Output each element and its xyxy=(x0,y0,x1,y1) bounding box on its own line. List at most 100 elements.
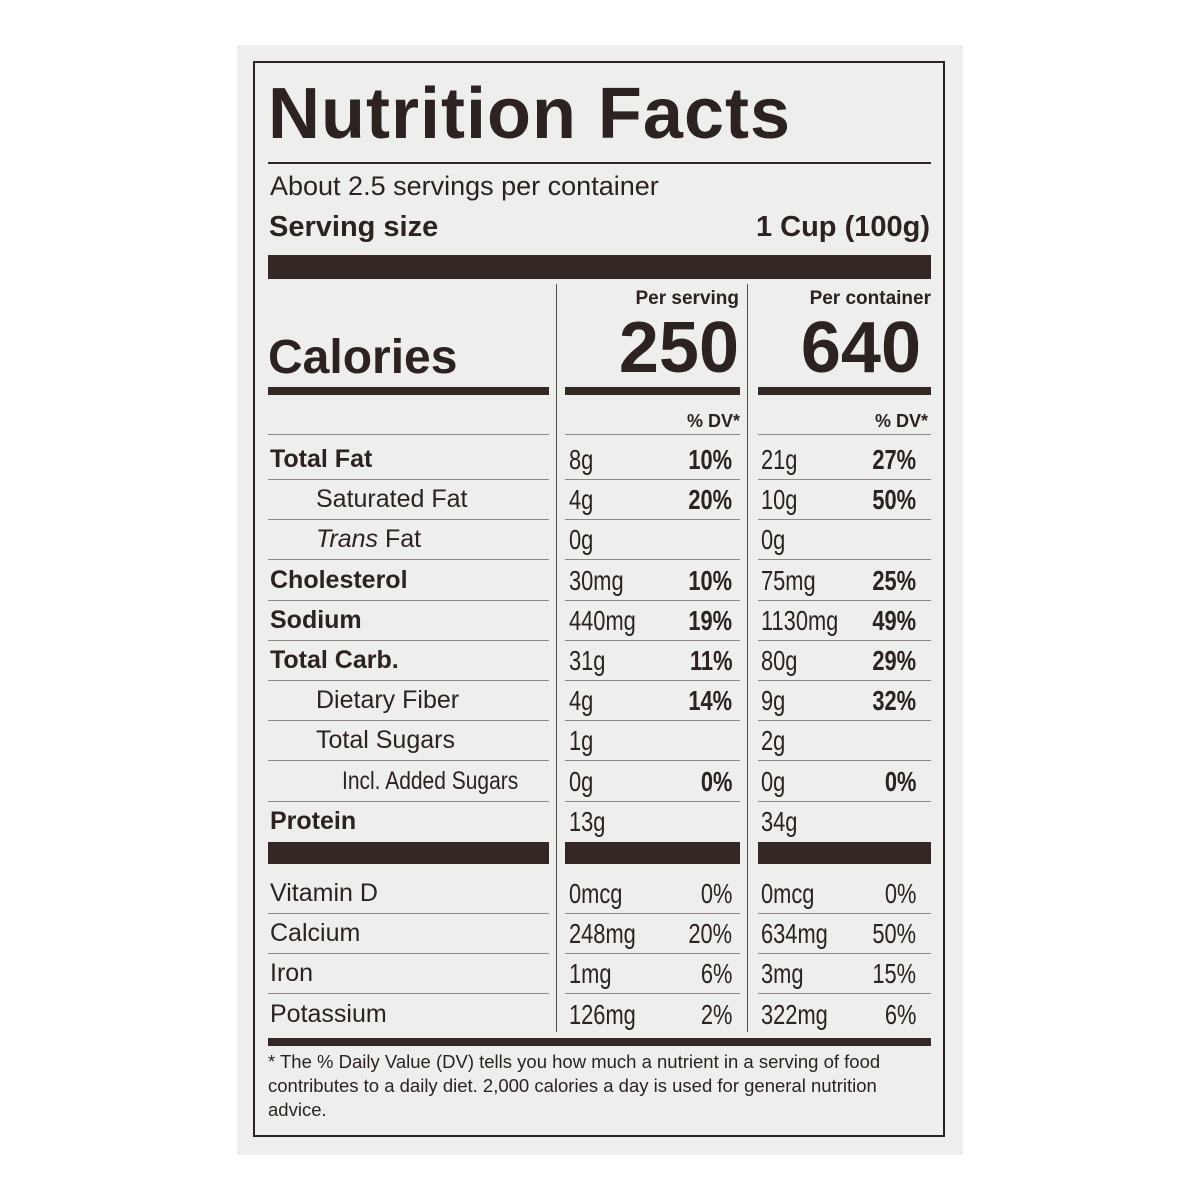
container-dv: 27% xyxy=(830,442,916,478)
title-rule xyxy=(268,162,931,164)
serving-amount-text: 4g xyxy=(569,685,594,717)
serving-dv-text: 6% xyxy=(700,958,732,990)
serving-dv: 14% xyxy=(640,683,732,719)
container-dv: 29% xyxy=(830,643,916,679)
container-amount-text: 9g xyxy=(761,685,786,717)
footnote-rule xyxy=(268,1038,931,1046)
row-line xyxy=(268,801,549,802)
nutrient-name-text: Total Sugars xyxy=(316,726,455,755)
nutrition-facts-panel xyxy=(253,61,945,1137)
serving-amount: 30mg xyxy=(569,563,639,599)
container-dv: 49% xyxy=(830,603,916,639)
serving-amount: 0mcg xyxy=(569,876,637,912)
row-line xyxy=(758,913,931,914)
nutrient-name: Trans Fat xyxy=(316,522,421,556)
container-amount: 0g xyxy=(761,764,792,800)
serving-amount: 4g xyxy=(569,482,600,518)
row-line xyxy=(268,953,549,954)
calories-per-serving: 250 xyxy=(618,308,739,388)
nutrient-name-text: Incl. Added Sugars xyxy=(342,766,519,795)
row-line xyxy=(758,953,931,954)
row-line xyxy=(758,640,931,641)
container-dv: 0% xyxy=(830,876,916,912)
row-line xyxy=(268,434,549,435)
nutrient-name: Saturated Fat xyxy=(316,482,467,516)
row-line xyxy=(758,559,931,560)
vitamin-bar-label xyxy=(268,842,549,864)
container-amount-text: 10g xyxy=(761,484,798,516)
row-line xyxy=(565,801,740,802)
container-amount: 3mg xyxy=(761,956,815,992)
container-amount-text: 634mg xyxy=(761,918,828,950)
row-line xyxy=(565,600,740,601)
serving-column-divider xyxy=(556,284,557,1032)
row-line xyxy=(758,479,931,480)
container-dv: 50% xyxy=(830,916,916,952)
serving-amount: 8g xyxy=(569,442,600,478)
serving-amount-text: 1g xyxy=(569,725,594,757)
container-amount: 34g xyxy=(761,804,808,840)
container-dv-text: 27% xyxy=(872,444,916,475)
serving-dv-text: 19% xyxy=(688,604,732,636)
container-amount: 0mcg xyxy=(761,876,829,912)
serving-amount-text: 0g xyxy=(569,524,594,556)
row-line xyxy=(565,434,740,435)
container-amount: 80g xyxy=(761,643,808,679)
row-line xyxy=(268,720,549,721)
container-amount-text: 1130mg xyxy=(761,604,839,636)
serving-dv: 19% xyxy=(640,603,732,639)
nutrient-name: Total Fat xyxy=(270,442,372,476)
row-line xyxy=(758,720,931,721)
footnote: * The % Daily Value (DV) tells you how m… xyxy=(268,1051,881,1120)
container-amount: 322mg xyxy=(761,997,847,1033)
container-amount-text: 0mcg xyxy=(761,878,815,909)
container-amount-text: 3mg xyxy=(761,958,804,990)
serving-amount-text: 8g xyxy=(569,444,594,475)
serving-dv: 10% xyxy=(640,442,732,478)
container-dv-text: 25% xyxy=(872,564,916,596)
row-line xyxy=(565,680,740,681)
container-amount: 634mg xyxy=(761,916,847,952)
nutrient-name-text: Sodium xyxy=(270,605,362,634)
row-line xyxy=(268,600,549,601)
nutrient-name: Total Sugars xyxy=(316,723,455,757)
row-line xyxy=(268,913,549,914)
row-line xyxy=(565,519,740,520)
row-line xyxy=(268,993,549,994)
container-dv: 6% xyxy=(830,997,916,1033)
serving-dv-text: 20% xyxy=(688,484,732,516)
nutrient-name: Cholesterol xyxy=(270,563,408,597)
row-line xyxy=(268,760,549,761)
serving-dv-text: 14% xyxy=(688,685,732,717)
serving-dv-text: 10% xyxy=(688,444,732,475)
row-line xyxy=(565,720,740,721)
serving-amount-text: 248mg xyxy=(569,918,636,950)
row-line xyxy=(268,640,549,641)
serving-amount-text: 126mg xyxy=(569,998,636,1030)
serving-dv: 0% xyxy=(640,764,732,800)
serving-dv: 2% xyxy=(640,997,732,1033)
nutrient-name-text: Protein xyxy=(270,806,357,835)
container-amount-text: 75mg xyxy=(761,564,816,596)
row-line xyxy=(758,760,931,761)
nutrient-name-italic: Trans xyxy=(316,525,379,554)
container-dv-text: 15% xyxy=(872,958,916,990)
serving-amount: 13g xyxy=(569,804,616,840)
calories-per-container: 640 xyxy=(800,308,921,388)
serving-amount-text: 13g xyxy=(569,805,606,837)
container-amount-text: 80g xyxy=(761,645,798,676)
container-dv: 0% xyxy=(830,764,916,800)
container-dv xyxy=(830,804,916,840)
serving-amount-text: 1mg xyxy=(569,958,612,990)
nutrient-name: Dietary Fiber xyxy=(316,683,459,717)
row-line xyxy=(268,479,549,480)
row-line xyxy=(758,680,931,681)
container-dv xyxy=(830,723,916,759)
serving-dv-text: 20% xyxy=(688,918,732,950)
serving-amount: 4g xyxy=(569,683,600,719)
container-amount-text: 0g xyxy=(761,765,786,797)
serving-amount: 1mg xyxy=(569,956,623,992)
vitamin-bar-serving xyxy=(565,842,740,864)
serving-amount: 0g xyxy=(569,522,600,558)
serving-dv-text: 2% xyxy=(700,998,732,1030)
